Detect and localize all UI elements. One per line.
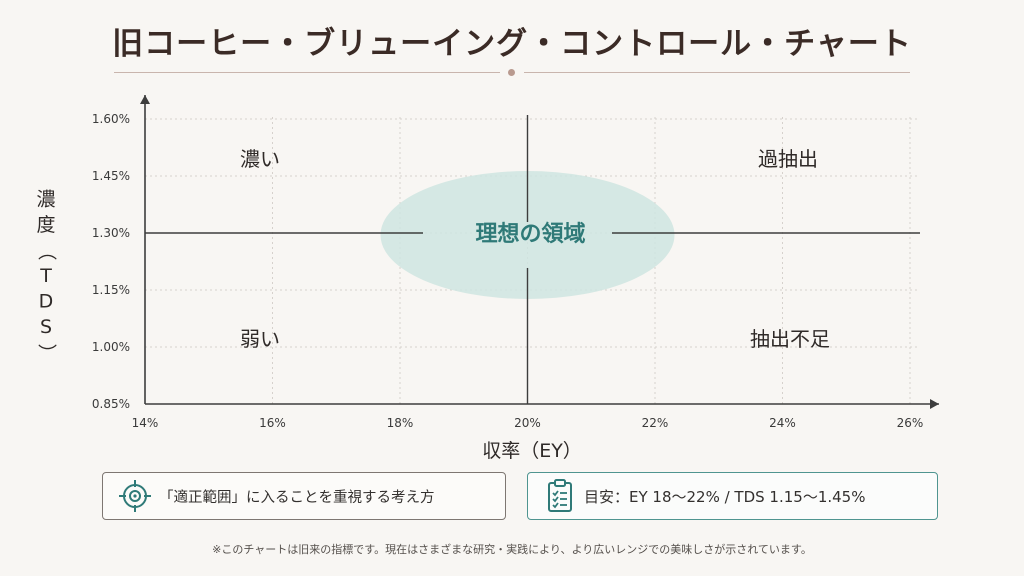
y-axis-label-char: ） — [36, 343, 58, 362]
quadrant-label-bottom-right: 抽出不足 — [750, 327, 830, 351]
y-tick-label: 1.00% — [92, 340, 130, 354]
y-axis-label-char: T — [39, 265, 52, 287]
y-axis-label-char: （ — [36, 241, 58, 260]
approach-note-text: 「適正範囲」に入ることを重視する考え方 — [159, 489, 435, 506]
y-axis-label: 濃度 （ TDS ） — [36, 189, 58, 363]
quadrant-label-top-left: 濃い — [240, 147, 280, 171]
x-tick-label: 16% — [259, 416, 286, 430]
x-tick-label: 18% — [387, 416, 414, 430]
reference-lines — [145, 115, 920, 404]
brewing-control-chart: 14% 16% 18% 20% 22% 24% 26% 0.85% 1.00% 1.15% 1.30… — [36, 95, 939, 462]
x-tick-label: 22% — [642, 416, 669, 430]
y-axis-label-char: D — [39, 291, 54, 313]
target-icon — [115, 476, 155, 516]
x-tick-label: 26% — [897, 416, 924, 430]
clipboard-checklist-icon — [540, 476, 580, 516]
quadrant-label-bottom-left: 弱い — [240, 327, 280, 351]
quadrant-label-top-right: 過抽出 — [758, 147, 818, 171]
ideal-region-label: 理想の領域 — [475, 221, 585, 247]
title-divider-dot — [508, 69, 515, 76]
y-axis-arrow — [140, 95, 150, 104]
approach-note-box: 「適正範囲」に入ることを重視する考え方 — [102, 472, 506, 520]
title-divider-right — [524, 72, 910, 73]
axes — [140, 95, 939, 409]
y-axis-label-char: S — [40, 316, 52, 338]
chart-title: 旧コーヒー・ブリューイング・コントロール・チャート — [112, 26, 912, 62]
y-axis-label-char: 濃 — [36, 189, 55, 211]
ideal-region — [380, 171, 675, 299]
x-tick-label: 24% — [769, 416, 796, 430]
target-range-box: 目安：EY 18〜22% / TDS 1.15〜1.45% — [527, 472, 938, 520]
x-tick-label: 20% — [514, 416, 541, 430]
title-divider-left — [114, 72, 500, 73]
x-axis-arrow — [930, 399, 939, 409]
x-tick-label: 14% — [132, 416, 159, 430]
y-axis-label-char: 度 — [36, 214, 55, 236]
footnote: ※このチャートは旧来の指標です。現在はさまざまな研究・実践により、より広いレンジ… — [212, 543, 812, 556]
y-tick-label: 1.30% — [92, 226, 130, 240]
y-tick-label: 1.15% — [92, 283, 130, 297]
tick-labels: 14% 16% 18% 20% 22% 24% 26% 0.85% 1.00% 1.15% 1.30… — [92, 112, 923, 430]
target-range-text: 目安：EY 18〜22% / TDS 1.15〜1.45% — [584, 487, 866, 506]
y-tick-label: 1.60% — [92, 112, 130, 126]
x-axis-label: 収率（EY） — [482, 440, 582, 462]
y-tick-label: 0.85% — [92, 397, 130, 411]
y-tick-label: 1.45% — [92, 169, 130, 183]
